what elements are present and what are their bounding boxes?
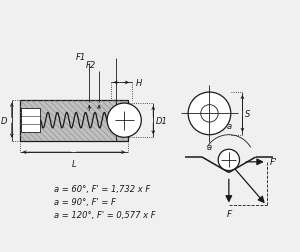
Circle shape [218, 150, 239, 171]
Circle shape [188, 93, 231, 135]
Text: F: F [226, 209, 231, 218]
Circle shape [201, 105, 218, 123]
Text: a: a [207, 143, 212, 152]
Text: D1: D1 [156, 116, 168, 125]
Text: H: H [136, 79, 142, 87]
Bar [20, 109, 40, 133]
Bar [20, 101, 128, 141]
Text: a: a [226, 121, 231, 130]
Circle shape [107, 104, 141, 138]
Text: a = 60°, F' = 1,732 x F: a = 60°, F' = 1,732 x F [54, 185, 151, 194]
Text: F2: F2 [86, 60, 96, 70]
Text: F': F' [269, 158, 277, 167]
Text: a = 90°, F' = F: a = 90°, F' = F [54, 197, 116, 206]
Text: F1: F1 [76, 53, 86, 62]
Text: D: D [0, 116, 7, 125]
Text: a = 120°, F' = 0,577 x F: a = 120°, F' = 0,577 x F [54, 210, 156, 219]
Text: L: L [71, 159, 76, 168]
Text: S: S [245, 109, 251, 118]
